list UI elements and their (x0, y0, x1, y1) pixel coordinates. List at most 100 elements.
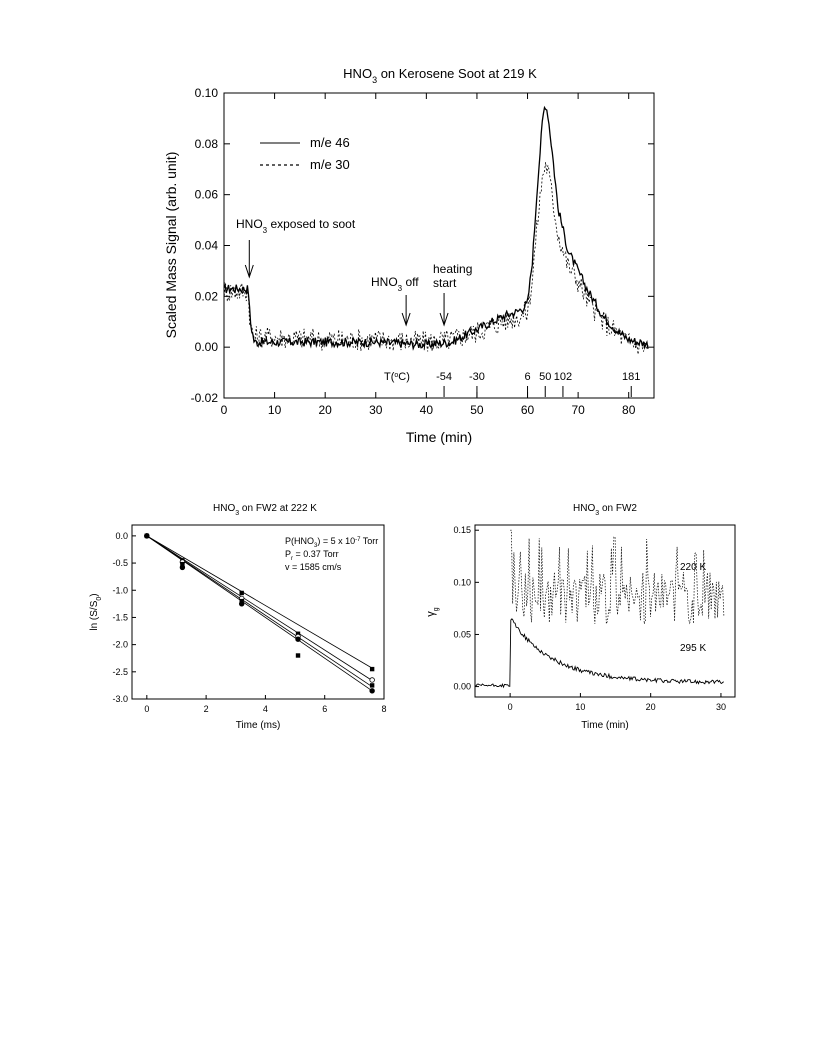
data-point (295, 653, 301, 658)
temperature-tick-label: -30 (469, 371, 485, 383)
x-tick-label: 70 (571, 403, 585, 417)
y-tick-label: 0.04 (195, 239, 219, 253)
conditions-text: P(HNO3) = 5 x 10-7 Torr Pr = 0.37 Torr v… (285, 536, 378, 572)
x-axis-label: Time (min) (581, 720, 628, 731)
plot-frame (223, 92, 655, 399)
y-tick-label: -2.0 (112, 640, 128, 650)
chart-title: HNO3 on Kerosene Soot at 219 K (343, 66, 537, 85)
svg-text:v = 1585 cm/s: v = 1585 cm/s (285, 562, 342, 572)
x-tick-label: 4 (263, 704, 268, 714)
fit-line (146, 535, 373, 669)
series-line (510, 529, 725, 625)
y-tick-label: 0.00 (195, 340, 219, 354)
data-point (295, 636, 301, 642)
x-tick-label: 0 (144, 704, 149, 714)
y-tick-label: -0.5 (112, 558, 128, 568)
annotation-exposed: HNO3 exposed to soot (236, 217, 356, 235)
x-tick-label: 80 (622, 403, 636, 417)
series-label-220k: 220 K (680, 562, 706, 573)
data-point (369, 677, 375, 683)
y-tick-label: -2.5 (112, 667, 128, 677)
series-group (474, 529, 725, 689)
fw2-222k-chart: HNO3 on FW2 at 222 K 0.0 -0.5 -1.0 -1.5 -2.0… (89, 503, 387, 731)
y-axis-ticks: 0.00 0.05 0.10 0.15 (453, 525, 479, 692)
x-tick-label: 40 (420, 403, 434, 417)
arrow-icon (439, 293, 449, 327)
y-tick-label: 0.00 (453, 682, 471, 692)
data-point (239, 598, 244, 604)
data-point (369, 688, 375, 694)
temperature-tick-label: 6 (524, 371, 530, 383)
soot-chart: HNO3 on Kerosene Soot at 219 K -0.02 0.00… (163, 66, 655, 445)
y-tick-label: 0.10 (453, 577, 471, 587)
series-line (223, 105, 649, 351)
annotation-heating-1: heating (433, 262, 472, 276)
temperature-label: T(oC) (384, 371, 410, 383)
svg-text:P(HNO3) = 5 x 10-7 Torr: P(HNO3) = 5 x 10-7 Torr (285, 536, 378, 549)
x-tick-label: 10 (268, 403, 282, 417)
plot-frame (131, 524, 385, 700)
x-tick-label: 30 (369, 403, 383, 417)
fw2-gamma-chart: HNO3 on FW2 0.00 0.05 0.10 0.15 0 10 20 30 220… (425, 503, 736, 731)
data-points (144, 533, 375, 694)
x-tick-label: 0 (221, 403, 228, 417)
annotation-off: HNO3 off (371, 275, 419, 293)
legend: m/e 46 m/e 30 (260, 135, 350, 172)
y-tick-label: 0.10 (195, 86, 219, 100)
svg-text:Pr = 0.37 Torr: Pr = 0.37 Torr (285, 549, 339, 562)
temperature-tick-label: 102 (554, 371, 572, 383)
x-axis-ticks: 0 10 20 30 (508, 693, 726, 712)
x-tick-label: 20 (646, 702, 656, 712)
data-point (179, 564, 186, 571)
y-tick-label: 0.06 (195, 188, 219, 202)
data-point (239, 590, 244, 596)
series-line (223, 162, 649, 355)
arrow-icon (401, 295, 411, 327)
series-label-295k: 295 K (680, 643, 706, 654)
legend-label: m/e 46 (310, 135, 350, 150)
y-tick-label: 0.05 (453, 629, 471, 639)
y-tick-label: 0.02 (195, 289, 219, 303)
y-axis-ticks: 0.0 -0.5 -1.0 -1.5 -2.0 -2.5 -3.0 (112, 531, 136, 704)
x-tick-label: 10 (575, 702, 585, 712)
x-tick-label: 20 (318, 403, 332, 417)
y-axis-ticks: -0.02 0.00 0.02 0.04 0.06 0.08 0.10 (191, 86, 654, 405)
arrow-icon (244, 240, 254, 279)
chart-title: HNO3 on FW2 (573, 503, 637, 517)
x-tick-label: 6 (322, 704, 327, 714)
x-axis-label: Time (min) (406, 429, 472, 445)
data-point (369, 683, 375, 688)
x-axis-ticks: 0 2 4 6 8 (144, 695, 387, 714)
data-point (238, 601, 245, 607)
annotation-heating-2: start (433, 276, 457, 290)
x-tick-label: 2 (204, 704, 209, 714)
temperature-ticks: -54 -30 6 50 102 181 (436, 371, 640, 397)
x-axis-ticks: 0 10 20 30 40 50 60 70 80 (221, 93, 636, 417)
y-tick-label: -3.0 (112, 694, 128, 704)
legend-label: m/e 30 (310, 157, 350, 172)
y-tick-label: 0.0 (115, 531, 128, 541)
x-axis-label: Time (ms) (236, 720, 281, 731)
data-point (369, 666, 375, 672)
y-axis-label: γg (425, 607, 440, 617)
y-tick-label: -1.0 (112, 585, 128, 595)
y-axis-label: Scaled Mass Signal (arb. unit) (163, 152, 179, 339)
data-point (180, 561, 185, 567)
data-point (295, 631, 301, 636)
y-tick-label: -0.02 (191, 391, 219, 405)
temperature-tick-label: 50 (539, 371, 551, 383)
chart-title: HNO3 on FW2 at 222 K (213, 503, 317, 517)
x-tick-label: 8 (381, 704, 386, 714)
data-point (144, 533, 150, 539)
x-tick-label: 60 (521, 403, 535, 417)
temperature-tick-label: 181 (622, 371, 640, 383)
y-tick-label: 0.08 (195, 137, 219, 151)
series-group (223, 105, 649, 355)
x-tick-label: 30 (716, 702, 726, 712)
plot-frame (474, 524, 736, 698)
y-axis-label: ln (S/S0) (89, 593, 103, 630)
temperature-tick-label: -54 (436, 371, 452, 383)
x-tick-label: 50 (470, 403, 484, 417)
series-line (474, 618, 725, 689)
x-tick-label: 0 (508, 702, 513, 712)
